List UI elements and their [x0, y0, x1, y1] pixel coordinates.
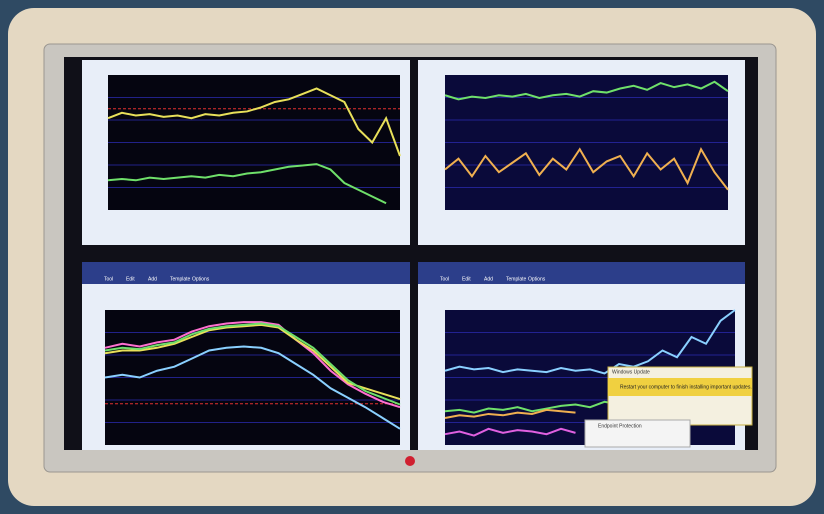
menu-item[interactable]: Template	[506, 276, 527, 282]
series-line	[444, 408, 576, 419]
series-line	[104, 321, 401, 409]
protection-popup[interactable]	[584, 419, 691, 448]
series-line	[107, 87, 401, 157]
menu-item[interactable]: Template	[170, 276, 191, 282]
series-line	[444, 146, 729, 191]
series-line	[107, 163, 387, 205]
popup-message: Restart your computer to finish installi…	[620, 384, 752, 390]
update-banner	[608, 378, 752, 396]
menu-item[interactable]: Tool	[104, 276, 113, 282]
series-line	[104, 345, 401, 430]
menu-item[interactable]: Add	[148, 276, 157, 282]
menu-item[interactable]: Options	[192, 276, 210, 282]
series-line	[444, 80, 729, 101]
popup-title: Windows Update	[612, 369, 650, 375]
series-line	[444, 309, 736, 375]
menu-item[interactable]: Tool	[440, 276, 449, 282]
toolbar	[82, 262, 410, 284]
menu-item[interactable]: Edit	[462, 276, 471, 282]
series-line	[104, 322, 401, 406]
toolbar	[418, 262, 745, 284]
popup-title: Endpoint Protection	[598, 423, 642, 429]
menu-item[interactable]: Options	[528, 276, 546, 282]
series-line	[444, 400, 620, 414]
series-line	[444, 427, 576, 437]
series-line	[104, 323, 401, 401]
tv-logo	[405, 456, 415, 466]
menu-item[interactable]: Add	[484, 276, 493, 282]
menu-item[interactable]: Edit	[126, 276, 135, 282]
